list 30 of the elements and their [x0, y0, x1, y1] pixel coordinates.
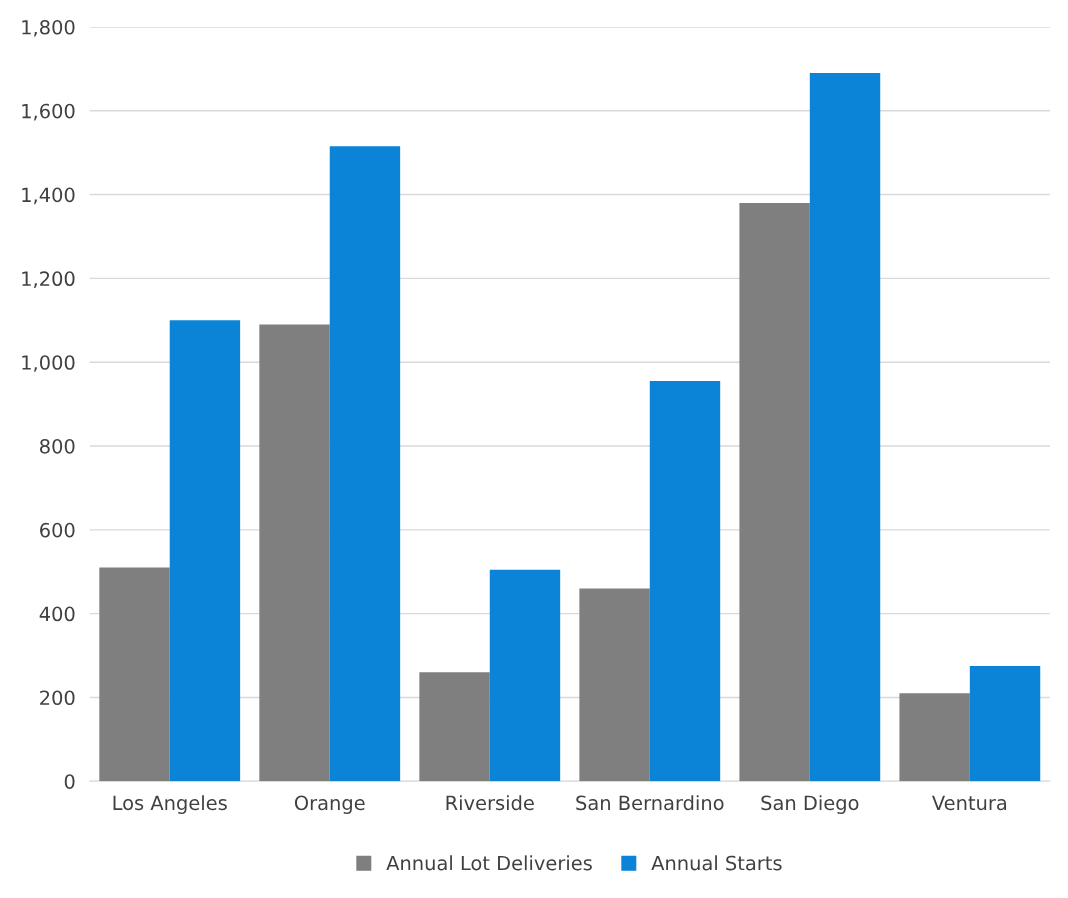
y-tick-label: 1,000 [22, 355, 75, 372]
y-tick-label: 1,400 [22, 187, 75, 205]
bar [809, 73, 881, 782]
x-tick-label: Orange [294, 795, 365, 814]
bar [899, 693, 970, 782]
bar [739, 202, 810, 782]
bar [419, 672, 490, 782]
x-tick-label: San Bernardino [576, 795, 724, 811]
legend-label: Annual Starts [651, 855, 782, 871]
y-tick-label: 800 [40, 438, 75, 454]
bar [649, 381, 721, 782]
bar [969, 666, 1041, 782]
legend-label: Annual Lot Deliveries [386, 855, 592, 871]
y-tick-label: 200 [40, 690, 75, 706]
x-tick-label: San Diego [761, 795, 859, 814]
y-tick-label: 1,800 [22, 19, 75, 37]
y-tick-label: 1,200 [22, 271, 75, 289]
x-tick-label: Riverside [446, 795, 534, 811]
x-tick-label: Los Angeles [113, 795, 227, 814]
y-tick-label: 600 [40, 522, 75, 538]
y-tick-label: 400 [39, 606, 75, 622]
bar [169, 320, 241, 782]
bar [99, 567, 170, 782]
y-tick-label: 0 [64, 774, 75, 789]
bar [259, 324, 330, 782]
x-tick-label: Ventura [932, 795, 1007, 811]
y-tick-label: 1,600 [22, 103, 75, 121]
bar [579, 588, 650, 782]
bar [489, 569, 561, 782]
bar [329, 146, 401, 782]
